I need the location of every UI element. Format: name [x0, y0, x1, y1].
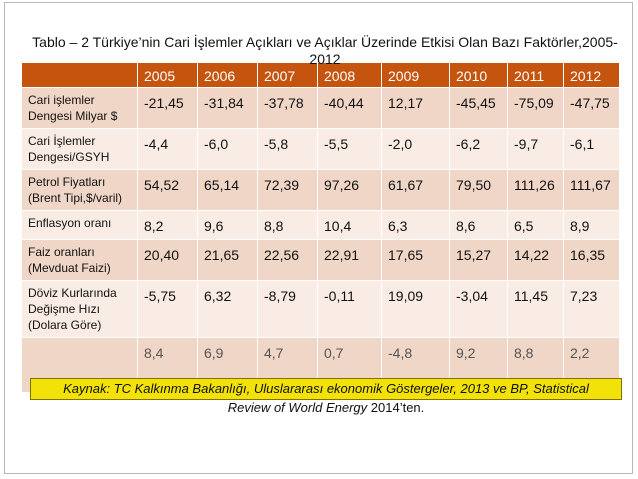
table-cell: 14,22 [507, 239, 564, 281]
table-cell: 65,14 [197, 169, 258, 211]
table-title: Tablo – 2 Türkiye’nin Cari İşlemler Açık… [32, 34, 618, 67]
row-label: Petrol Fiyatları (Brent Tipi,$/varil) [21, 169, 138, 211]
table-cell: 79,50 [449, 169, 508, 211]
table-cell: 6,32 [197, 280, 258, 338]
table-cell: -9,7 [507, 128, 564, 170]
table-cell: -3,04 [449, 280, 508, 338]
header-corner-cell [21, 62, 138, 88]
table-cell: 11,45 [507, 280, 564, 338]
source-year: 2014’ten. [367, 400, 425, 415]
table-cell: -0,11 [317, 280, 382, 338]
table-cell: 9,6 [197, 210, 258, 240]
source-note: Kaynak: TC Kalkınma Bakanlığı, Uluslarar… [30, 378, 622, 400]
year-header: 2011 [507, 62, 564, 88]
year-header: 2008 [317, 62, 382, 88]
row-label: Döviz Kurlarında Değişme Hızı (Dolara Gö… [21, 280, 138, 338]
table-cell: 21,65 [197, 239, 258, 281]
table-cell: -45,45 [449, 87, 508, 129]
table-cell: -40,44 [317, 87, 382, 129]
table-cell: -6,0 [197, 128, 258, 170]
table-cell: 20,40 [137, 239, 198, 281]
year-header: 2012 [563, 62, 620, 88]
table-cell: 7,23 [563, 280, 620, 338]
table-cell: -6,2 [449, 128, 508, 170]
table-cell: -75,09 [507, 87, 564, 129]
table-cell: -37,78 [257, 87, 318, 129]
table-cell: 8,9 [563, 210, 620, 240]
table-cell: 97,26 [317, 169, 382, 211]
table-cell: 8,6 [449, 210, 508, 240]
table-cell: -31,84 [197, 87, 258, 129]
table-cell: 10,4 [317, 210, 382, 240]
table-cell: -21,45 [137, 87, 198, 129]
table-cell: -47,75 [563, 87, 620, 129]
table-cell: 6,3 [381, 210, 450, 240]
table-cell: 12,17 [381, 87, 450, 129]
table-cell: 6,5 [507, 210, 564, 240]
table-cell: -8,79 [257, 280, 318, 338]
table-cell: -5,75 [137, 280, 198, 338]
table-cell: 17,65 [381, 239, 450, 281]
table-cell: 8,2 [137, 210, 198, 240]
row-label: Cari İşlemler Dengesi/GSYH [21, 128, 138, 170]
source-publication-title: Review of World Energy [227, 400, 368, 415]
table-cell: 111,67 [563, 169, 620, 211]
table-row: Cari İşlemler Dengesi/GSYH -4,4 -6,0 -5,… [21, 128, 620, 170]
table-cell: 19,09 [381, 280, 450, 338]
table-cell: 54,52 [137, 169, 198, 211]
table-cell: 8,8 [257, 210, 318, 240]
table-row: Faiz oranları (Mevduat Faizi) 20,40 21,6… [21, 239, 620, 281]
row-label: Enflasyon oranı [21, 210, 138, 240]
table-cell: 22,91 [317, 239, 382, 281]
table-row: Döviz Kurlarında Değişme Hızı (Dolara Gö… [21, 280, 620, 338]
table-cell: -2,0 [381, 128, 450, 170]
table-cell: 22,56 [257, 239, 318, 281]
table-cell: 111,26 [507, 169, 564, 211]
table-cell: -6,1 [563, 128, 620, 170]
year-header: 2005 [137, 62, 198, 88]
row-label: Faiz oranları (Mevduat Faizi) [21, 239, 138, 281]
year-header: 2009 [381, 62, 450, 88]
table-cell: -4,4 [137, 128, 198, 170]
table-row: Enflasyon oranı 8,2 9,6 8,8 10,4 6,3 8,6… [21, 210, 620, 240]
table-cell: -5,5 [317, 128, 382, 170]
source-note-continuation: Review of World Energy 2014’ten. [30, 400, 622, 416]
row-label: Cari işlemler Dengesi Milyar $ [21, 87, 138, 129]
table-cell: 15,27 [449, 239, 508, 281]
table-cell: -5,8 [257, 128, 318, 170]
table-cell: 16,35 [563, 239, 620, 281]
table-row: Cari işlemler Dengesi Milyar $ -21,45 -3… [21, 87, 620, 129]
header-row: 2005 2006 2007 2008 2009 2010 2011 2012 [21, 62, 620, 88]
table-row: Petrol Fiyatları (Brent Tipi,$/varil) 54… [21, 169, 620, 211]
economic-indicators-table: 2005 2006 2007 2008 2009 2010 2011 2012 … [21, 62, 620, 393]
table-cell: 61,67 [381, 169, 450, 211]
table-cell: 72,39 [257, 169, 318, 211]
